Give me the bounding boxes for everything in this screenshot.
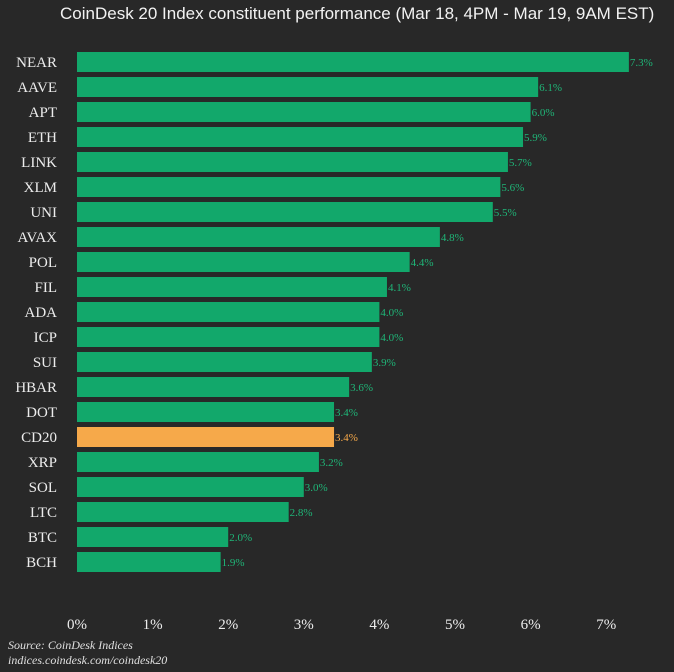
category-label-ada: ADA (25, 305, 58, 321)
value-label-link: 5.7% (509, 157, 532, 169)
source-note: Source: CoinDesk Indices indices.coindes… (8, 638, 167, 668)
value-label-avax: 4.8% (441, 232, 464, 244)
category-label-avax: AVAX (18, 230, 58, 246)
value-label-ada: 4.0% (380, 307, 403, 319)
value-label-sui: 3.9% (373, 357, 396, 369)
value-label-ltc: 2.8% (290, 507, 313, 519)
value-label-pol: 4.4% (411, 257, 434, 269)
value-label-bch: 1.9% (222, 557, 245, 569)
source-text: Source: CoinDesk Indices (8, 638, 133, 652)
value-label-icp: 4.0% (380, 332, 403, 344)
bar-fil (77, 277, 387, 297)
bar-hbar (77, 377, 350, 397)
x-tick-label: 1% (143, 617, 163, 633)
bar-xlm (77, 177, 501, 197)
bar-cd20 (77, 427, 335, 447)
category-label-apt: APT (29, 105, 57, 121)
bar-sol (77, 477, 304, 497)
x-tick-label: 7% (596, 617, 616, 633)
category-label-ltc: LTC (30, 505, 57, 521)
value-label-near: 7.3% (630, 57, 653, 69)
bar-link (77, 152, 508, 172)
bar-ltc (77, 502, 289, 522)
category-label-pol: POL (29, 255, 57, 271)
bar-uni (77, 202, 493, 222)
bar-pol (77, 252, 410, 272)
category-label-link: LINK (21, 155, 57, 171)
category-label-near: NEAR (16, 55, 57, 71)
x-tick-label: 4% (369, 617, 389, 633)
category-label-xrp: XRP (28, 455, 57, 471)
value-label-fil: 4.1% (388, 282, 411, 294)
category-label-eth: ETH (28, 130, 57, 146)
bar-ada (77, 302, 380, 322)
x-tick-label: 5% (445, 617, 465, 633)
value-label-cd20: 3.4% (335, 432, 358, 444)
value-label-apt: 6.0% (532, 107, 555, 119)
category-label-cd20: CD20 (21, 430, 57, 446)
category-label-bch: BCH (26, 555, 57, 571)
bar-btc (77, 527, 229, 547)
bar-aave (77, 77, 539, 97)
bar-sui (77, 352, 372, 372)
value-label-aave: 6.1% (539, 82, 562, 94)
category-label-aave: AAVE (17, 80, 57, 96)
value-label-xlm: 5.6% (501, 182, 524, 194)
bar-icp (77, 327, 380, 347)
x-tick-label: 0% (67, 617, 87, 633)
bar-near (77, 52, 629, 72)
bar-apt (77, 102, 531, 122)
value-label-uni: 5.5% (494, 207, 517, 219)
x-tick-label: 3% (294, 617, 314, 633)
value-label-dot: 3.4% (335, 407, 358, 419)
source-url: indices.coindesk.com/coindesk20 (8, 653, 168, 667)
value-label-xrp: 3.2% (320, 457, 343, 469)
value-label-sol: 3.0% (305, 482, 328, 494)
category-label-uni: UNI (30, 205, 57, 221)
category-label-sui: SUI (33, 355, 57, 371)
bar-dot (77, 402, 335, 422)
x-tick-label: 6% (521, 617, 541, 633)
category-label-btc: BTC (28, 530, 57, 546)
bar-eth (77, 127, 524, 147)
category-label-fil: FIL (35, 280, 58, 296)
bar-avax (77, 227, 440, 247)
value-label-eth: 5.9% (524, 132, 547, 144)
x-tick-label: 2% (218, 617, 238, 633)
value-label-hbar: 3.6% (350, 382, 373, 394)
category-label-xlm: XLM (24, 180, 57, 196)
value-label-btc: 2.0% (229, 532, 252, 544)
bar-xrp (77, 452, 319, 472)
chart-title: CoinDesk 20 Index constituent performanc… (60, 4, 655, 23)
category-label-dot: DOT (26, 405, 57, 421)
category-label-sol: SOL (29, 480, 57, 496)
category-label-icp: ICP (34, 330, 57, 346)
category-label-hbar: HBAR (15, 380, 57, 396)
bar-bch (77, 552, 221, 572)
